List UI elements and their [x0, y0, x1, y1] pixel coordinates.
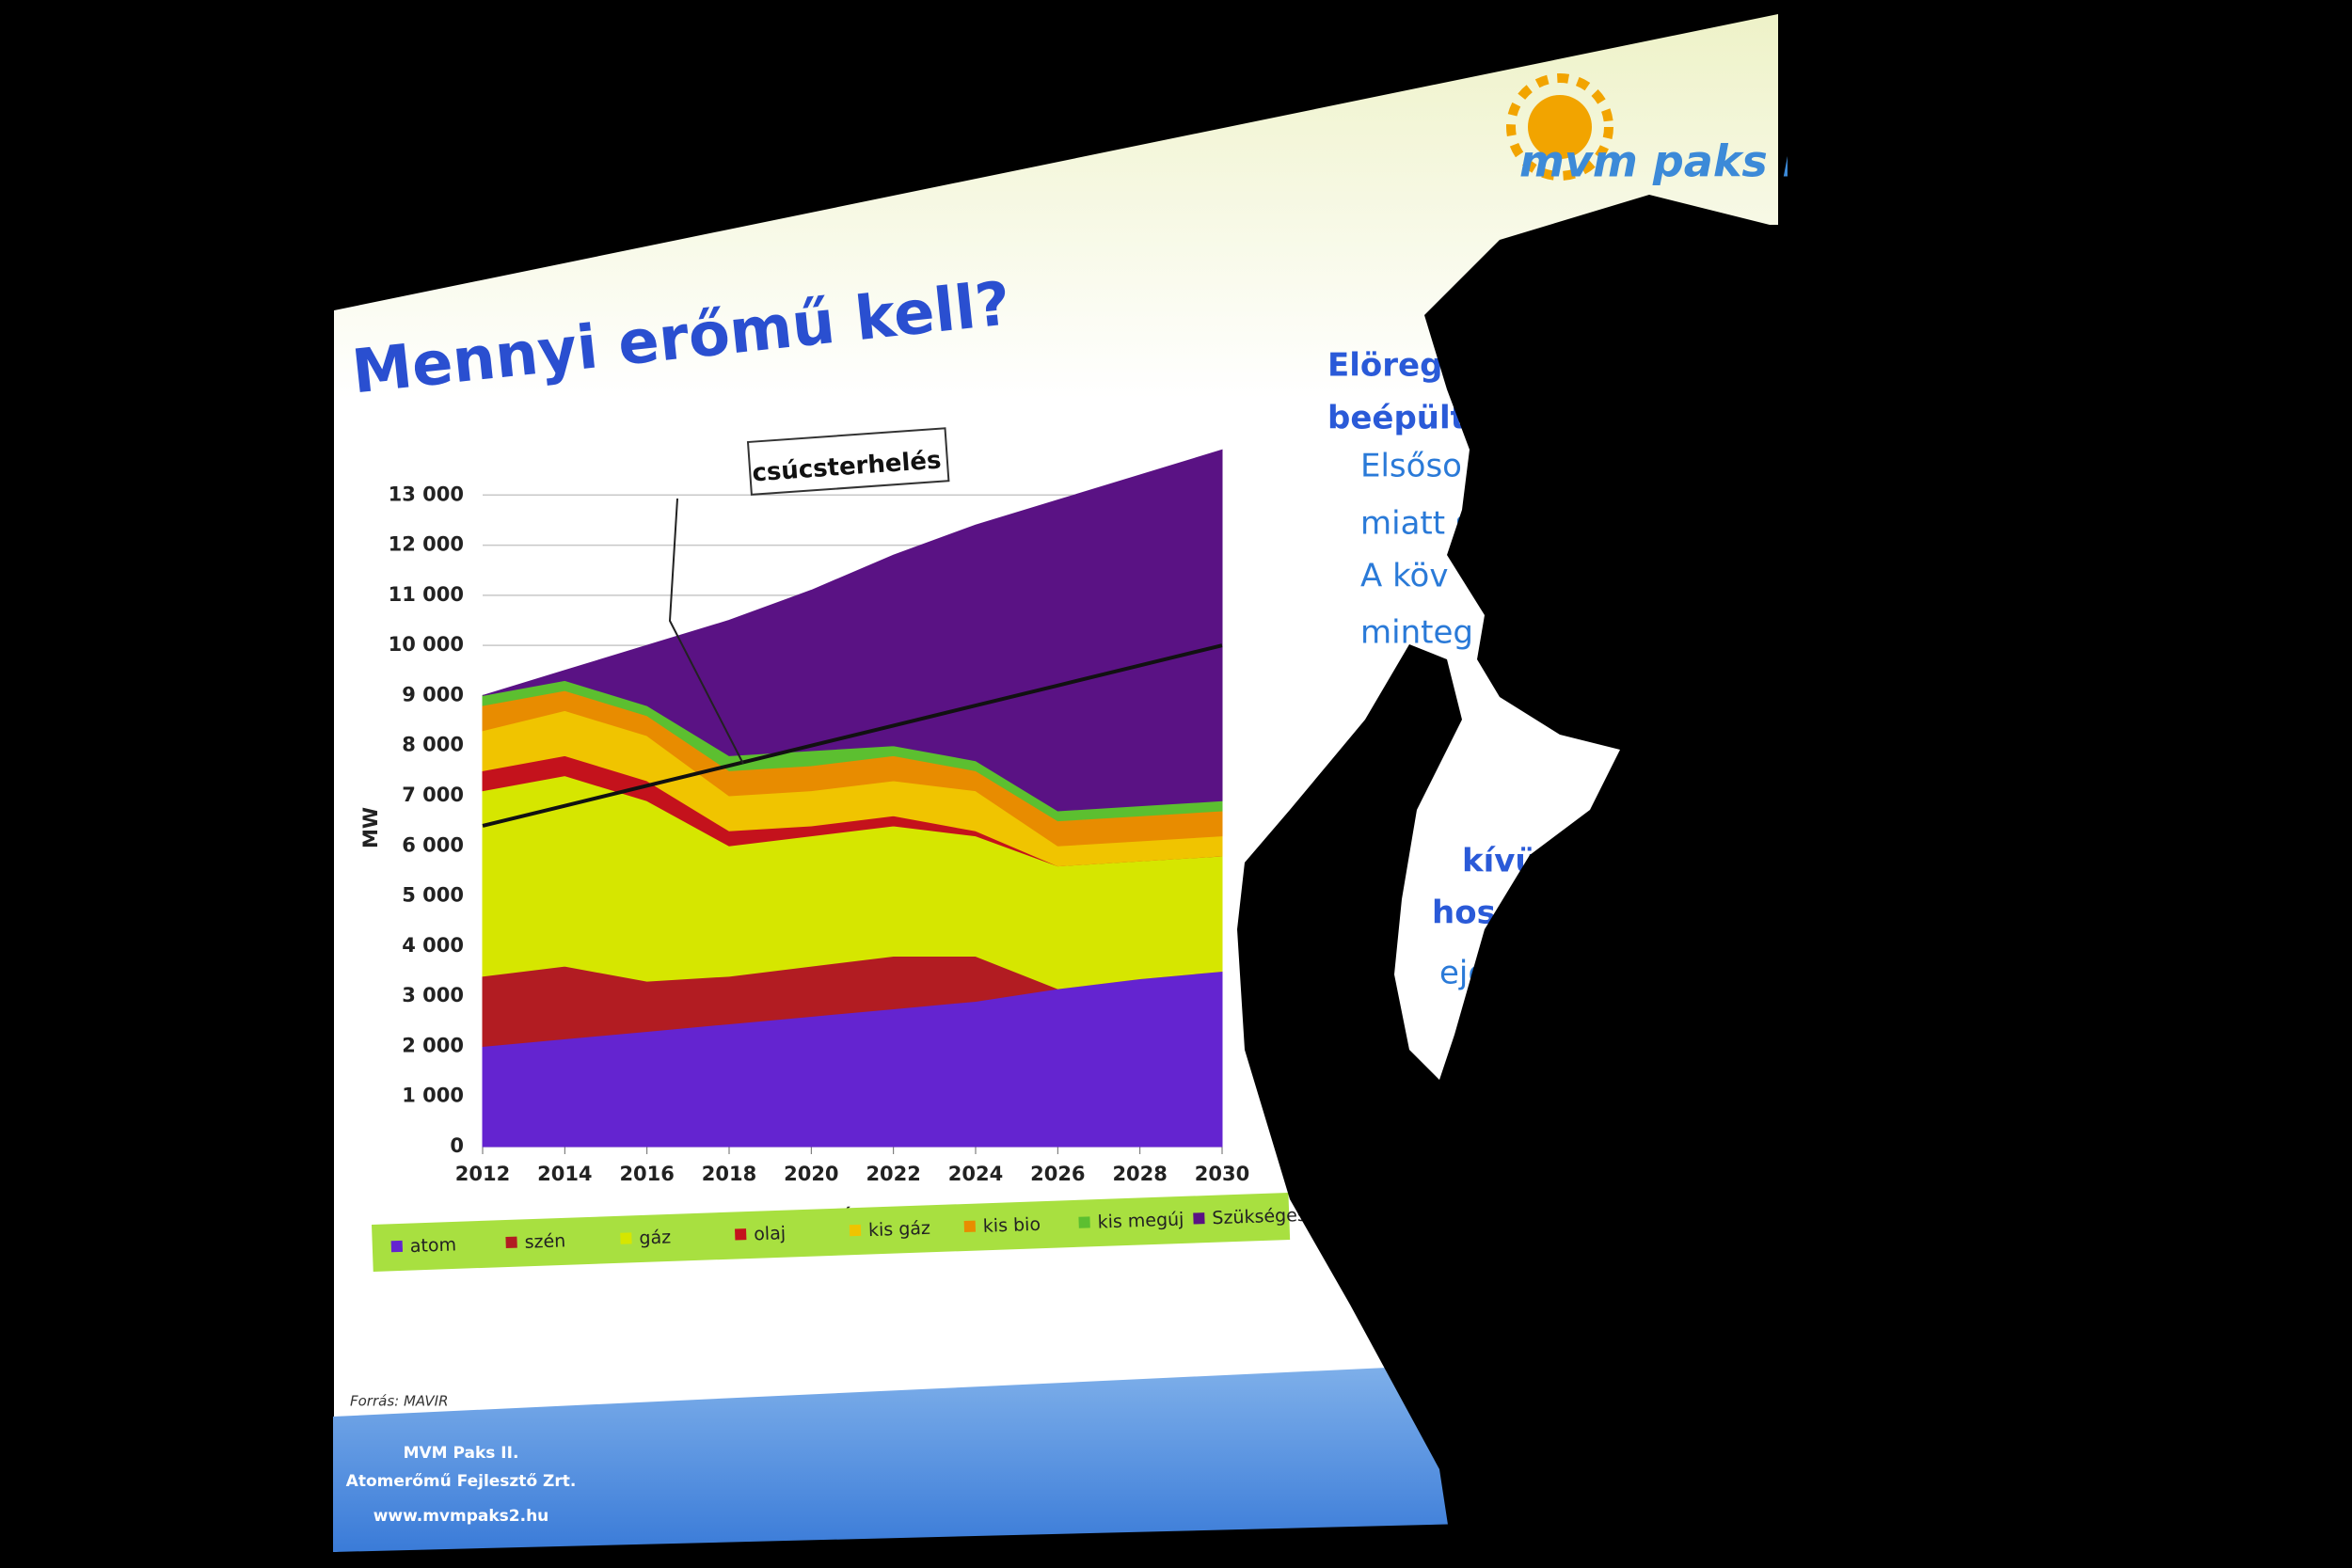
- x-tick-label: 2012: [455, 1163, 510, 1185]
- source: Forrás: MAVIR: [350, 1393, 449, 1410]
- footer-subtitle: Atomerőmű Fejlesztő Zrt.: [346, 1472, 577, 1491]
- x-tick-label: 2014: [537, 1163, 592, 1185]
- x-tick-label: 2020: [784, 1163, 838, 1185]
- y-tick-label: 12 000: [389, 533, 464, 556]
- legend-swatch: [849, 1224, 862, 1237]
- footer-url: www.mvmpaks2.hu: [373, 1507, 549, 1526]
- y-axis-title: MW: [359, 807, 382, 848]
- y-tick-label: 5 000: [402, 884, 464, 907]
- footer-bar: [333, 1364, 1468, 1552]
- y-tick-label: 8 000: [402, 734, 464, 756]
- callout-leader: [668, 498, 744, 765]
- y-tick-label: 1 000: [402, 1085, 464, 1107]
- legend-label: szén: [524, 1230, 565, 1253]
- logo-sun: [1528, 95, 1592, 159]
- legend-label: olaj: [754, 1223, 787, 1244]
- logo-text: mvm paks II: [1519, 136, 1815, 187]
- legend-swatch: [620, 1232, 632, 1244]
- y-tick-label: 6 000: [402, 833, 464, 856]
- plot: 0 1 000 2 000 3 000 4 000 5 000 6 000 7 000 8 00…: [359, 427, 1249, 1227]
- legend-label: kis gáz: [868, 1218, 931, 1241]
- speaker-silhouette: [1237, 0, 2352, 1568]
- legend-bar: [372, 1192, 1291, 1272]
- y-tick-label: 2 000: [402, 1034, 464, 1056]
- callout-box: [746, 427, 950, 496]
- side-text-line: Elsőso: [1360, 448, 1462, 485]
- legend-label: atom: [409, 1234, 456, 1257]
- x-tick-label: 2028: [1112, 1163, 1167, 1185]
- area: [482, 449, 1223, 812]
- y-tick-label: 4 000: [402, 934, 464, 957]
- x-tick-label: 2030: [1195, 1163, 1249, 1185]
- side-text-line: Elöreg: [1327, 347, 1442, 385]
- y-tick-label: 10 000: [389, 633, 464, 656]
- side-text-line: minteg: [1360, 614, 1473, 652]
- peak-line: [482, 643, 1223, 828]
- side-text-line: A köv: [1360, 558, 1448, 595]
- y-tick-label: 0: [450, 1134, 464, 1157]
- y-tick-label: 7 000: [402, 784, 464, 806]
- legend-swatch: [1078, 1216, 1090, 1228]
- logo-rays: [1506, 73, 1613, 181]
- legend-label: kis megúj: [1097, 1209, 1184, 1232]
- footer-company: MVM Paks II.: [404, 1444, 519, 1463]
- side-text-line: beépült: [1327, 400, 1466, 437]
- y-tick-label: 3 000: [402, 984, 464, 1006]
- legend-label: kis bio: [982, 1214, 1041, 1237]
- x-tick-label: 2018: [702, 1163, 756, 1185]
- y-tick-label: 11 000: [389, 583, 464, 606]
- x-tick-label: 2026: [1030, 1163, 1085, 1185]
- y-tick-label: 9 000: [402, 683, 464, 705]
- legend-swatch: [1193, 1212, 1205, 1225]
- legend-swatch: [735, 1228, 747, 1241]
- legend-swatch: [963, 1220, 977, 1233]
- y-tick-label: 13 000: [389, 483, 464, 505]
- x-tick-label: 2022: [866, 1163, 920, 1185]
- legend-label: gáz: [639, 1227, 671, 1248]
- x-tick-label: 2024: [948, 1163, 1003, 1185]
- legend-swatch: [390, 1240, 404, 1253]
- x-tick-label: 2016: [619, 1163, 674, 1185]
- legend-swatch: [505, 1236, 517, 1249]
